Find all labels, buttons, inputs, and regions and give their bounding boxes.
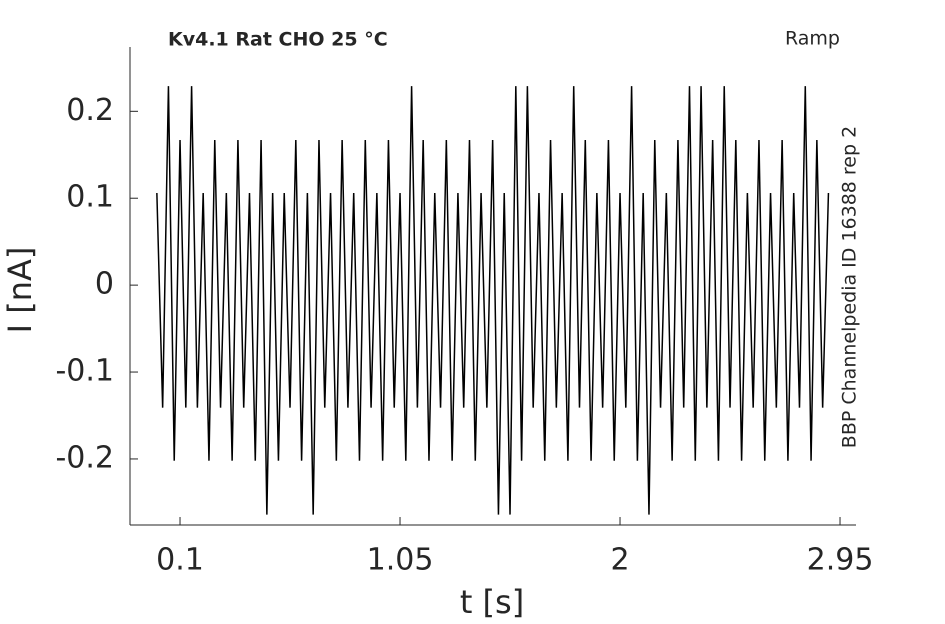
data-line <box>156 86 830 515</box>
y-tick-label: -0.2 <box>55 440 114 475</box>
y-tick-label: 0.1 <box>66 180 114 215</box>
x-tick-label: 2 <box>610 543 629 578</box>
protocol-label: Ramp <box>785 28 840 50</box>
chart-title: Kv4.1 Rat CHO 25 °C <box>168 29 388 51</box>
side-label: BBP Channelpedia ID 16388 rep 2 <box>839 126 861 448</box>
y-tick-label: 0 <box>95 267 114 302</box>
x-tick-label: 2.95 <box>807 543 874 578</box>
y-tick-label: 0.2 <box>66 93 114 128</box>
y-tick-label: -0.1 <box>55 354 114 389</box>
x-tick-label: 1.05 <box>367 543 434 578</box>
x-axis-label: t [s] <box>460 583 524 621</box>
y-axis-label: I [nA] <box>1 247 39 334</box>
x-tick-label: 0.1 <box>156 543 204 578</box>
